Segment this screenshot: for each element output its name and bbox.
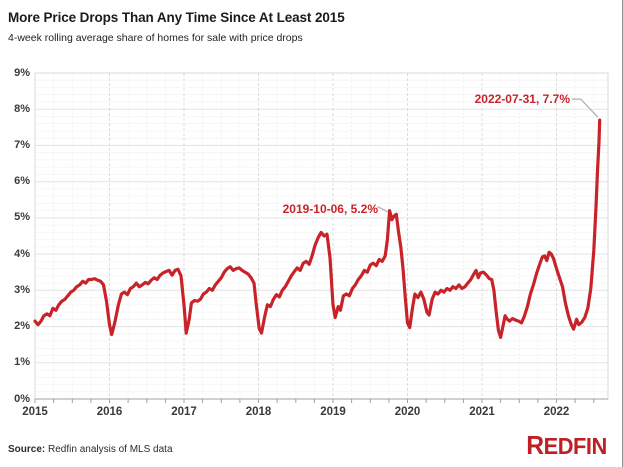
y-axis-tick-label: 3% bbox=[14, 283, 30, 296]
plot-border bbox=[34, 72, 609, 400]
y-axis-tick-label: 4% bbox=[14, 247, 30, 260]
x-axis-tick-label: 2021 bbox=[469, 406, 495, 418]
redfin-logo-rest: EDFIN bbox=[543, 433, 608, 459]
chart-subtitle: 4-week rolling average share of homes fo… bbox=[8, 32, 303, 44]
x-axis-ticks bbox=[34, 399, 595, 403]
x-axis-tick-label: 2017 bbox=[171, 406, 197, 418]
x-axis-tick-label: 2022 bbox=[543, 406, 570, 418]
redfin-logo-first-letter: R bbox=[526, 430, 544, 460]
y-axis-tick-label: 9% bbox=[14, 66, 30, 79]
y-axis-tick-label: 8% bbox=[14, 102, 30, 115]
x-axis-tick-label: 2019 bbox=[320, 406, 346, 418]
y-axis-tick-label: 0% bbox=[14, 392, 30, 405]
annotation-connector-2022 bbox=[571, 98, 599, 118]
y-axis-tick-label: 1% bbox=[14, 356, 30, 369]
annotation-2022-peak: 2022-07-31, 7.7% bbox=[474, 92, 570, 106]
source-note: Source: Redfin analysis of MLS data bbox=[8, 444, 173, 455]
x-axis-tick-label: 2020 bbox=[394, 406, 421, 418]
x-axis-tick-label: 2018 bbox=[245, 406, 272, 418]
y-axis-tick-label: 2% bbox=[14, 320, 30, 333]
redfin-logo: REDFIN bbox=[526, 431, 607, 464]
x-axis-tick-label: 2015 bbox=[22, 406, 48, 418]
gridlines bbox=[35, 73, 608, 399]
source-text: Redfin analysis of MLS data bbox=[45, 444, 173, 455]
y-axis-tick-label: 5% bbox=[14, 211, 30, 224]
price-drop-share-line bbox=[33, 118, 602, 339]
chart-title: More Price Drops Than Any Time Since At … bbox=[8, 10, 345, 25]
x-axis-tick-label: 2016 bbox=[96, 406, 123, 418]
source-label: Source: bbox=[8, 444, 46, 455]
annotation-2019-peak: 2019-10-06, 5.2% bbox=[282, 202, 378, 216]
y-axis-tick-label: 6% bbox=[14, 175, 30, 188]
y-axis-tick-label: 7% bbox=[14, 138, 30, 151]
annotation-connector-2019 bbox=[377, 206, 388, 213]
